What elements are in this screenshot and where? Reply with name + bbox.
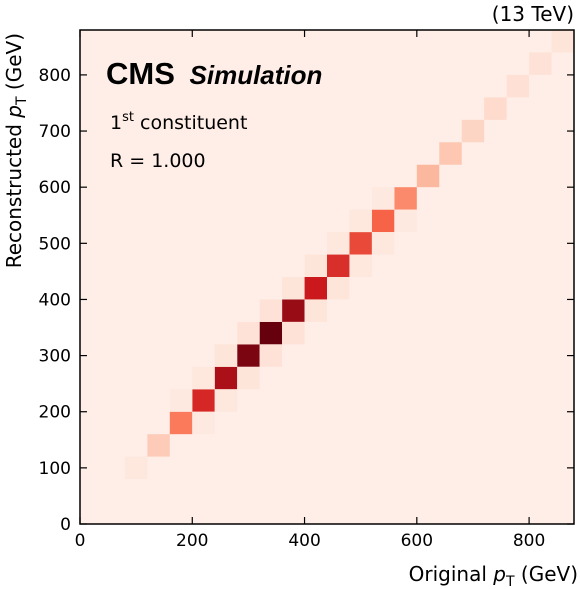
heatmap-cell <box>349 209 372 233</box>
heatmap-cell <box>327 277 350 300</box>
heatmap-cell <box>282 299 305 322</box>
y-tick-label: 400 <box>39 290 71 310</box>
cms-label: CMS Simulation <box>106 56 322 91</box>
y-axis-label-text: Reconstructed <box>2 118 26 269</box>
y-tick-label: 500 <box>39 234 71 254</box>
y-tick-label: 800 <box>39 66 71 86</box>
heatmap-cell <box>169 389 193 412</box>
heatmap-cell <box>484 97 507 120</box>
x-tick-label: 200 <box>176 531 208 551</box>
heatmap-cell <box>192 411 215 435</box>
heatmap-cell <box>416 164 440 188</box>
heatmap-cell <box>439 142 462 165</box>
x-axis-label-var: p <box>492 562 506 586</box>
heatmap-cell <box>259 344 283 367</box>
heatmap-cell <box>282 277 305 300</box>
x-tick-label: 400 <box>288 531 320 551</box>
heatmap-cell <box>282 321 305 345</box>
heatmap-cell <box>551 30 574 53</box>
y-tick-label: 600 <box>39 178 71 198</box>
heatmap-cell <box>169 411 193 435</box>
x-axis-label: Original pT (GeV) <box>409 562 578 589</box>
heatmap-cell <box>394 209 417 233</box>
y-axis-label-var: p <box>2 105 26 119</box>
heatmap-cell <box>394 187 417 210</box>
x-tick-label: 0 <box>75 531 86 551</box>
heatmap-cell <box>214 366 238 390</box>
heatmap-cell <box>327 254 350 277</box>
annotation-superscript: st <box>122 110 134 125</box>
annotation-suffix: constituent <box>134 112 247 134</box>
heatmap-cell <box>349 254 372 277</box>
heatmap-cell <box>461 119 485 143</box>
heatmap-cell <box>371 232 395 255</box>
x-tick-label: 800 <box>513 531 545 551</box>
y-tick-label: 700 <box>39 122 71 142</box>
x-axis-label-unit: (GeV) <box>515 562 578 586</box>
heatmap-cell <box>349 232 372 255</box>
heatmap-cell <box>327 232 350 255</box>
radius-annotation: R = 1.000 <box>110 150 206 172</box>
heatmap-cell <box>304 299 327 322</box>
annotation-prefix: 1 <box>110 112 122 134</box>
heatmap-cell <box>237 321 260 345</box>
energy-label: (13 TeV) <box>492 2 574 26</box>
heatmap-cell <box>371 187 395 210</box>
heatmap-cell <box>192 366 215 390</box>
heatmap-cell <box>237 344 260 367</box>
y-tick-label: 100 <box>39 459 71 479</box>
x-axis-label-sub: T <box>505 574 515 589</box>
heatmap-cell <box>124 456 148 480</box>
plot-frame <box>79 29 575 525</box>
y-tick-label: 300 <box>39 347 71 367</box>
y-axis-label-sub: T <box>14 96 30 106</box>
y-axis-label-unit: (GeV) <box>2 33 26 96</box>
heatmap-cell <box>259 321 283 345</box>
heatmap-cell <box>214 389 238 412</box>
x-axis-label-text: Original <box>409 562 494 586</box>
x-tick-label: 600 <box>401 531 433 551</box>
heatmap-cell <box>304 277 327 300</box>
experiment-tag: Simulation <box>190 60 323 90</box>
heatmap-cell <box>304 254 327 277</box>
constituent-annotation: 1st constituent <box>110 110 247 134</box>
heatmap-cell <box>192 389 215 412</box>
experiment-name: CMS <box>106 56 175 91</box>
heatmap-cell <box>237 366 260 390</box>
heatmap-cell <box>147 434 170 457</box>
y-tick-label: 200 <box>39 403 71 423</box>
y-tick-label: 0 <box>60 515 71 535</box>
heatmap-cell <box>371 209 395 233</box>
heatmap-cell <box>529 52 552 75</box>
y-axis-label: Reconstructed pT (GeV) <box>2 33 30 268</box>
heatmap-cell <box>506 74 530 98</box>
heatmap-cell <box>214 344 238 367</box>
heatmap-cell <box>259 299 283 322</box>
